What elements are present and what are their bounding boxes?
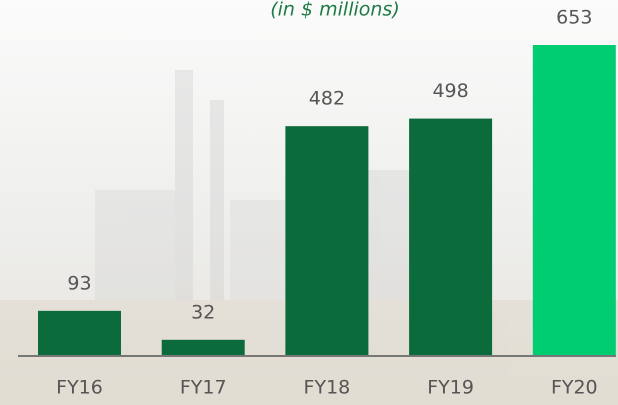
chart: (in $ millions) 93 FY16 32 FY17 482 FY18 498 FY…: [0, 0, 618, 405]
bar: [533, 45, 616, 355]
x-tick-label: FY20: [551, 377, 598, 399]
data-label: 93: [67, 272, 91, 294]
x-tick-label: FY18: [304, 377, 351, 399]
data-label: 482: [309, 88, 345, 110]
x-tick-label: FY17: [180, 377, 227, 399]
data-label: 498: [432, 80, 468, 102]
bar: [162, 340, 245, 355]
bar: [285, 126, 368, 355]
x-tick-label: FY16: [56, 377, 103, 399]
data-label: 32: [191, 301, 215, 323]
bar: [38, 311, 121, 355]
x-tick-label: FY19: [427, 377, 474, 399]
chart-subtitle: (in $ millions): [270, 0, 400, 21]
data-label: 653: [556, 7, 592, 29]
bar: [409, 119, 492, 355]
